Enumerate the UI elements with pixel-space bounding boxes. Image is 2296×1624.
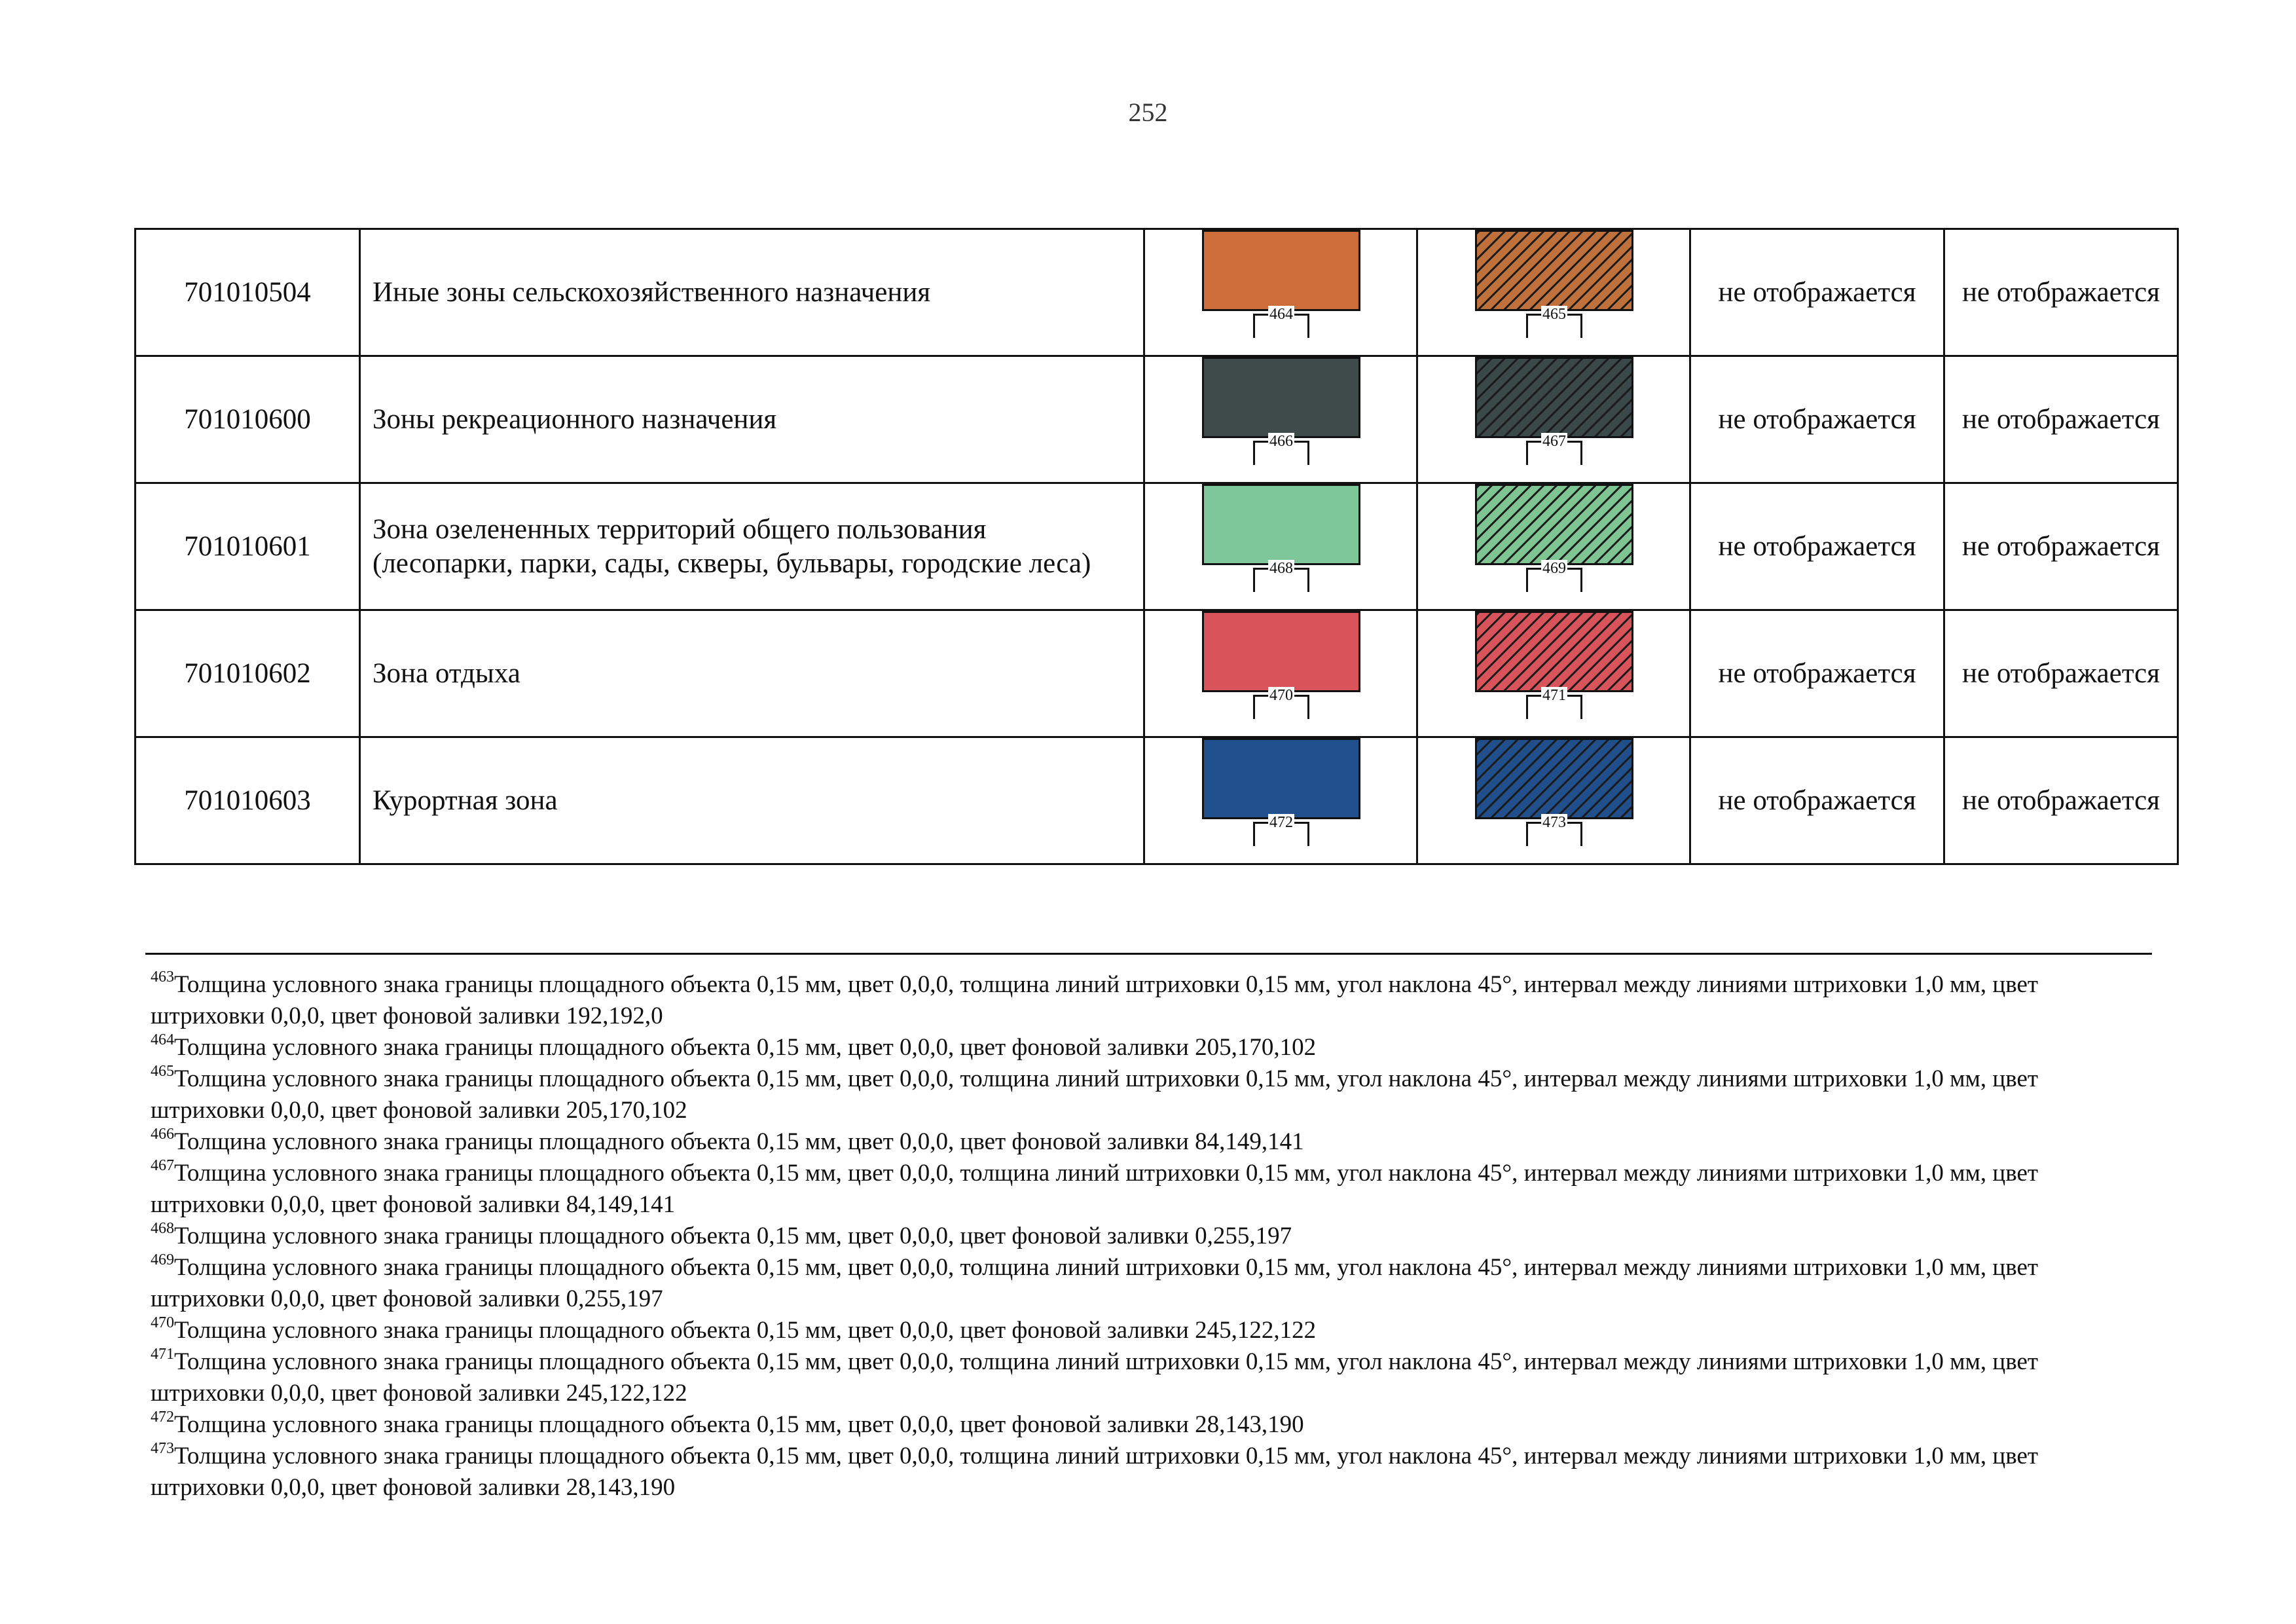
footnote: 466Толщина условного знака границы площа… xyxy=(151,1126,2157,1158)
footnote-text: Толщина условного знака границы площадно… xyxy=(174,1317,1317,1344)
fill-swatch xyxy=(1202,230,1360,311)
footnote: 467Толщина условного знака границы площа… xyxy=(151,1158,2157,1221)
zone-code: 701010504 xyxy=(134,228,361,357)
not-displayed-text: не отображается xyxy=(1943,609,2179,738)
hatch-swatch xyxy=(1475,484,1633,565)
fill-swatch xyxy=(1202,357,1360,438)
hatch-symbol-cell: 469 xyxy=(1416,482,1691,611)
zone-name: Зона озелененных территорий общего польз… xyxy=(359,482,1145,611)
fill-swatch xyxy=(1202,611,1360,692)
footnote-ref: 470 xyxy=(1253,687,1309,719)
fill-symbol-cell: 470 xyxy=(1143,609,1418,738)
not-displayed-text: не отображается xyxy=(1689,482,1945,611)
not-displayed-text: не отображается xyxy=(1689,609,1945,738)
footnote-number: 467 xyxy=(151,1157,174,1174)
hatch-symbol-cell: 467 xyxy=(1416,355,1691,484)
table-row: 701010504 Иные зоны сельскохозяйственног… xyxy=(134,228,2179,357)
fill-symbol-cell: 472 xyxy=(1143,736,1418,865)
footnote-ref: 469 xyxy=(1526,560,1582,592)
footnote-text: Толщина условного знака границы площадно… xyxy=(151,1443,2039,1501)
footnote: 463Толщина условного знака границы площа… xyxy=(151,969,2157,1032)
zone-name: Иные зоны сельскохозяйственного назначен… xyxy=(359,228,1145,357)
footnote-ref: 465 xyxy=(1526,306,1582,338)
footnote: 464Толщина условного знака границы площа… xyxy=(151,1032,2157,1063)
footnote-ref: 467 xyxy=(1526,433,1582,465)
footnote-number: 471 xyxy=(151,1346,174,1363)
hatch-symbol-cell: 465 xyxy=(1416,228,1691,357)
not-displayed-text: не отображается xyxy=(1689,228,1945,357)
footnote-ref: 473 xyxy=(1526,814,1582,846)
fill-symbol-cell: 464 xyxy=(1143,228,1418,357)
footnote: 470Толщина условного знака границы площа… xyxy=(151,1315,2157,1346)
hatch-symbol-cell: 471 xyxy=(1416,609,1691,738)
footnote: 468Толщина условного знака границы площа… xyxy=(151,1221,2157,1252)
hatch-swatch xyxy=(1475,738,1633,819)
zone-name: Курортная зона xyxy=(359,736,1145,865)
footnotes: 463Толщина условного знака границы площа… xyxy=(151,969,2157,1504)
footnote-text: Толщина условного знака границы площадно… xyxy=(174,1411,1304,1438)
footnote-number: 463 xyxy=(151,969,174,986)
footnote-number: 464 xyxy=(151,1031,174,1048)
footnote-number: 472 xyxy=(151,1409,174,1426)
footnote-ref: 464 xyxy=(1253,306,1309,338)
footnote-text: Толщина условного знака границы площадно… xyxy=(174,1034,1317,1061)
footnote-text: Толщина условного знака границы площадно… xyxy=(151,1254,2039,1312)
not-displayed-text: не отображается xyxy=(1689,736,1945,865)
footnote-text: Толщина условного знака границы площадно… xyxy=(151,1348,2039,1407)
not-displayed-text: не отображается xyxy=(1943,228,2179,357)
fill-symbol-cell: 468 xyxy=(1143,482,1418,611)
fill-symbol-cell: 466 xyxy=(1143,355,1418,484)
zone-code: 701010602 xyxy=(134,609,361,738)
zone-code: 701010601 xyxy=(134,482,361,611)
footnote-number: 468 xyxy=(151,1220,174,1237)
page-number: 252 xyxy=(1128,98,1168,127)
footnote-number: 466 xyxy=(151,1126,174,1143)
table-row: 701010602 Зона отдыха 470 471 не отображ… xyxy=(134,609,2179,738)
footnote-text: Толщина условного знака границы площадно… xyxy=(174,1223,1292,1249)
table-row: 701010603 Курортная зона 472 473 не отоб… xyxy=(134,736,2179,865)
zone-code: 701010600 xyxy=(134,355,361,484)
hatch-swatch xyxy=(1475,357,1633,438)
not-displayed-text: не отображается xyxy=(1943,482,2179,611)
hatch-swatch xyxy=(1475,611,1633,692)
footnote-number: 469 xyxy=(151,1251,174,1268)
not-displayed-text: не отображается xyxy=(1943,355,2179,484)
hatch-swatch xyxy=(1475,230,1633,311)
fill-swatch xyxy=(1202,484,1360,565)
table-row: 701010601 Зона озелененных территорий об… xyxy=(134,482,2179,611)
zone-name: Зоны рекреационного назначения xyxy=(359,355,1145,484)
footnote: 472Толщина условного знака границы площа… xyxy=(151,1409,2157,1441)
footnote-text: Толщина условного знака границы площадно… xyxy=(151,1065,2039,1124)
footnote-text: Толщина условного знака границы площадно… xyxy=(174,1128,1304,1155)
hatch-symbol-cell: 473 xyxy=(1416,736,1691,865)
footnote: 473Толщина условного знака границы площа… xyxy=(151,1441,2157,1504)
zone-code: 701010603 xyxy=(134,736,361,865)
footnote-number: 465 xyxy=(151,1063,174,1080)
not-displayed-text: не отображается xyxy=(1689,355,1945,484)
footnote-text: Толщина условного знака границы площадно… xyxy=(151,1160,2039,1218)
footnote-text: Толщина условного знака границы площадно… xyxy=(151,971,2039,1029)
zone-name: Зона отдыха xyxy=(359,609,1145,738)
table-row: 701010600 Зоны рекреационного назначения… xyxy=(134,355,2179,484)
fill-swatch xyxy=(1202,738,1360,819)
not-displayed-text: не отображается xyxy=(1943,736,2179,865)
legend-table: 701010504 Иные зоны сельскохозяйственног… xyxy=(134,228,2179,865)
footnote: 471Толщина условного знака границы площа… xyxy=(151,1346,2157,1409)
footnote-ref: 466 xyxy=(1253,433,1309,465)
footnote-ref: 472 xyxy=(1253,814,1309,846)
footnote-number: 470 xyxy=(151,1314,174,1331)
footnote: 465Толщина условного знака границы площа… xyxy=(151,1063,2157,1126)
footnote-number: 473 xyxy=(151,1440,174,1457)
footnote: 469Толщина условного знака границы площа… xyxy=(151,1252,2157,1315)
footnote-ref: 468 xyxy=(1253,560,1309,592)
footnote-ref: 471 xyxy=(1526,687,1582,719)
footnote-divider xyxy=(145,953,2152,955)
